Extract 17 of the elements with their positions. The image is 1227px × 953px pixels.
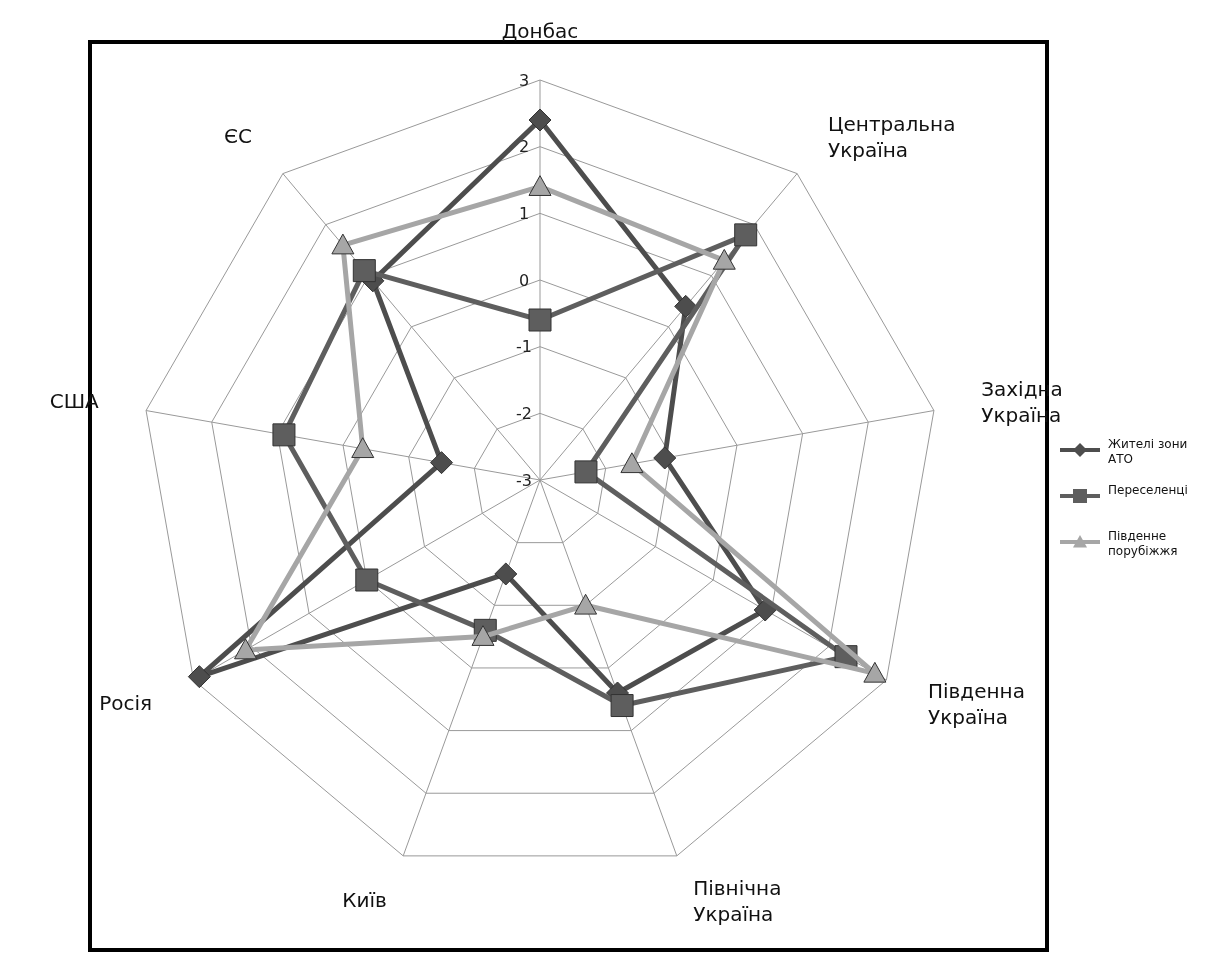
spoke-label: Південна Україна — [927, 679, 1025, 729]
y-tick-label: -1 — [516, 337, 532, 357]
spoke-label: Північна Україна — [693, 875, 782, 926]
legend-label: Переселенці — [1108, 483, 1188, 497]
y-tick-label: -3 — [516, 470, 532, 490]
y-tick-label: 3 — [518, 70, 530, 90]
y-tick-label: 0 — [518, 270, 530, 290]
legend-label: Жителі зони АТО — [1108, 437, 1188, 466]
spoke-label: Центральна Україна — [827, 111, 956, 162]
legend-label: Південне порубіжжя — [1108, 529, 1178, 558]
spoke-label: Донбас — [501, 19, 579, 43]
y-tick-label: -2 — [516, 403, 532, 423]
y-tick-label: 2 — [518, 137, 530, 157]
y-tick-label: 1 — [518, 203, 530, 223]
spoke-label: ЄС — [224, 123, 253, 148]
spoke-label: Росія — [99, 691, 153, 715]
spoke-label: Київ — [342, 887, 387, 912]
